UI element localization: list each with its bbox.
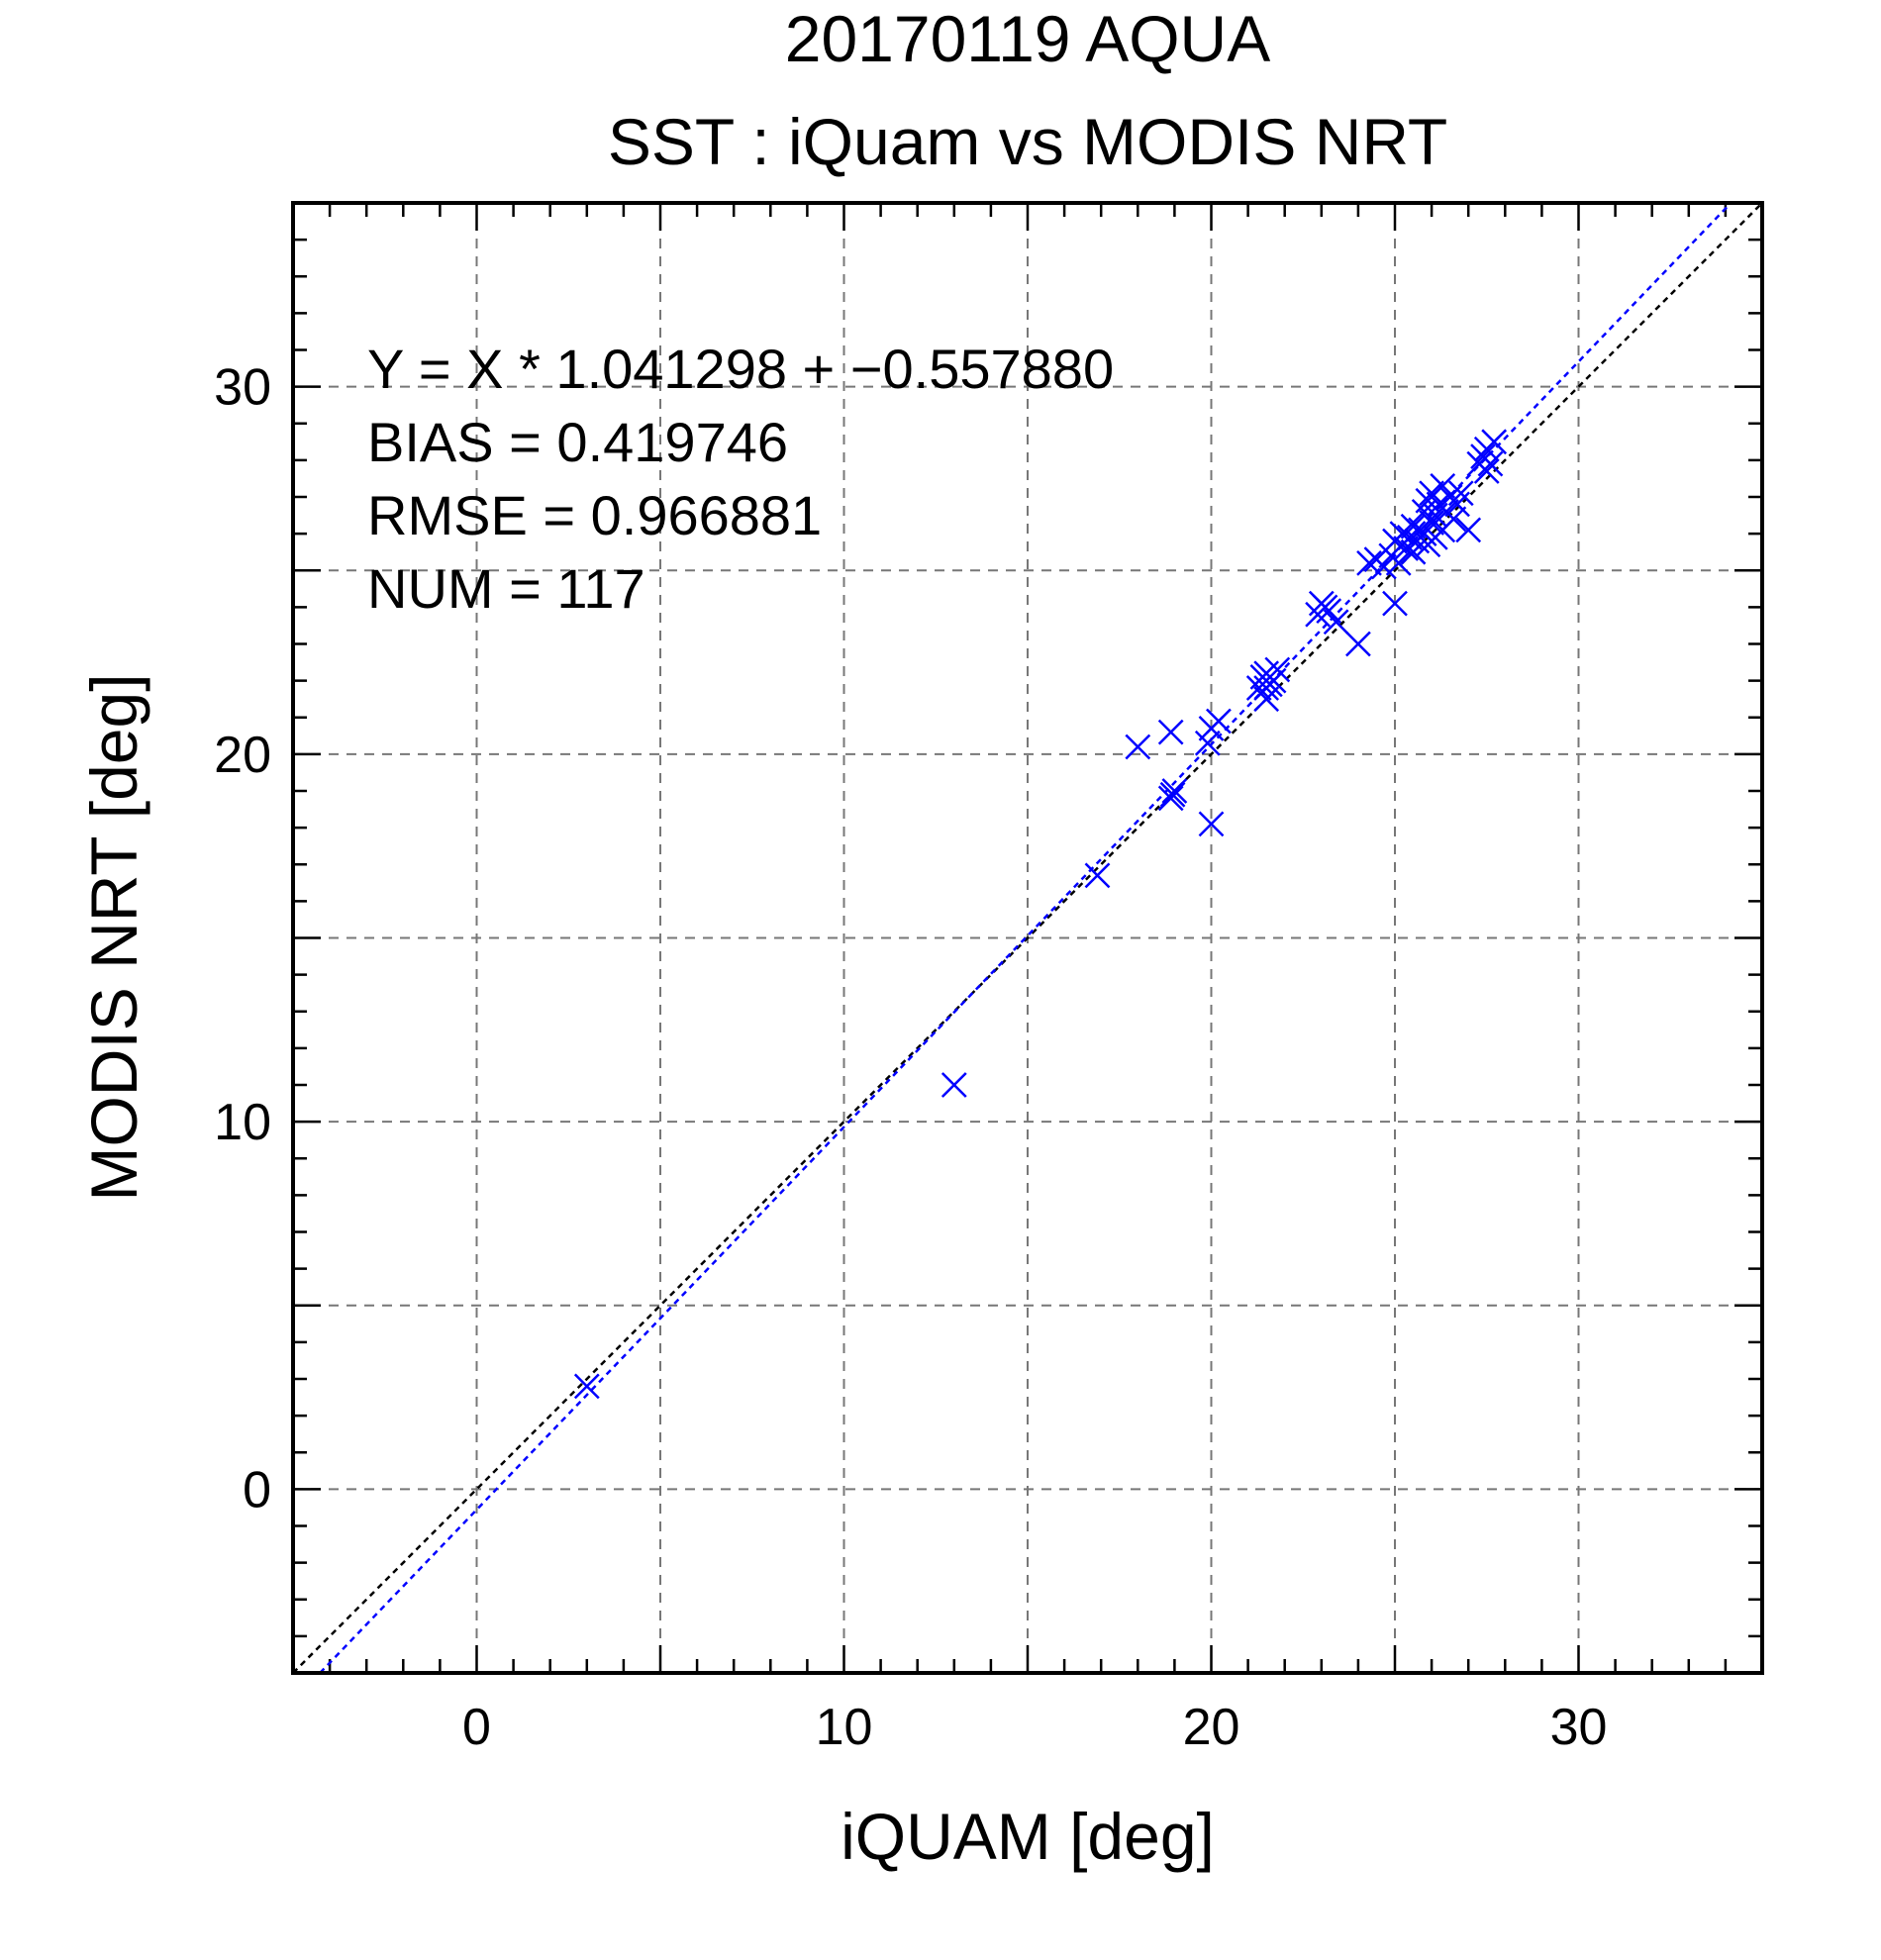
- data-point-x-icon: [1198, 811, 1225, 837]
- data-point-stroke: [1194, 730, 1221, 756]
- data-point-x-icon: [1253, 686, 1280, 713]
- y-tick-label: 30: [214, 359, 271, 417]
- data-point-stroke: [1323, 609, 1349, 636]
- data-point-stroke: [1481, 429, 1508, 455]
- one-to-one-line: [292, 202, 1763, 1674]
- data-point-stroke: [1389, 521, 1416, 547]
- data-point-stroke: [1477, 450, 1504, 477]
- data-point-stroke: [1157, 785, 1184, 812]
- data-point-x-icon: [1253, 675, 1280, 701]
- rmse-text: RMSE = 0.966881: [367, 484, 822, 546]
- data-point-x-icon: [1125, 734, 1151, 760]
- data-point-x-icon: [1084, 862, 1111, 889]
- data-point-x-icon: [1356, 549, 1382, 576]
- data-point-x-icon: [1159, 781, 1186, 808]
- x-tick-label: 10: [816, 1699, 873, 1756]
- chart-title: 20170119 AQUA: [785, 2, 1271, 75]
- data-point-stroke: [1430, 472, 1456, 499]
- data-point-stroke: [1411, 521, 1437, 547]
- data-point-x-icon: [1161, 778, 1188, 804]
- data-point-x-icon: [1157, 719, 1184, 745]
- y-tick-labels: 0 10 20 30: [214, 359, 271, 1519]
- data-point-stroke: [1356, 549, 1382, 576]
- data-point-stroke: [1159, 781, 1186, 808]
- data-point-x-icon: [1440, 506, 1467, 533]
- reference-lines: [292, 202, 1763, 1674]
- data-point-stroke: [1419, 510, 1444, 536]
- data-points: [573, 429, 1508, 1400]
- data-point-x-icon: [1385, 549, 1412, 576]
- data-point-x-icon: [573, 1373, 600, 1400]
- data-point-x-icon: [1264, 656, 1291, 683]
- data-point-x-icon: [1194, 730, 1221, 756]
- data-point-stroke: [1440, 506, 1467, 533]
- y-tick-label: 10: [214, 1094, 271, 1151]
- x-tick-label: 20: [1183, 1699, 1240, 1756]
- fit-equation-text: Y = X * 1.041298 + −0.557880: [367, 338, 1114, 400]
- num-text: NUM = 117: [367, 557, 645, 620]
- data-point-stroke: [940, 1072, 967, 1098]
- data-point-stroke: [1400, 513, 1427, 539]
- data-point-stroke: [1253, 686, 1280, 713]
- data-point-stroke: [1161, 778, 1188, 804]
- data-point-x-icon: [1419, 510, 1444, 536]
- data-point-x-icon: [1157, 785, 1184, 812]
- x-tick-labels: 0 10 20 30: [462, 1699, 1607, 1756]
- data-point-stroke: [1198, 811, 1225, 837]
- regression-fit-line: [319, 202, 1732, 1674]
- data-point-x-icon: [1430, 472, 1456, 499]
- data-point-stroke: [1084, 862, 1111, 889]
- data-point-stroke: [1125, 734, 1151, 760]
- data-point-stroke: [1447, 480, 1474, 507]
- data-point-stroke: [573, 1373, 600, 1400]
- data-point-stroke: [1370, 553, 1397, 580]
- data-point-x-icon: [1447, 480, 1474, 507]
- data-point-stroke: [1345, 631, 1371, 657]
- data-point-x-icon: [1477, 450, 1504, 477]
- chart-subtitle: SST : iQuam vs MODIS NRT: [608, 105, 1447, 178]
- data-point-stroke: [1382, 590, 1408, 617]
- data-point-x-icon: [940, 1072, 967, 1098]
- data-point-x-icon: [1206, 708, 1232, 735]
- y-axis-label: MODIS NRT [deg]: [77, 673, 150, 1201]
- y-tick-label: 20: [214, 727, 271, 784]
- data-point-x-icon: [1370, 553, 1397, 580]
- data-point-x-icon: [1455, 517, 1482, 543]
- data-point-stroke: [1157, 719, 1184, 745]
- data-point-x-icon: [1323, 609, 1349, 636]
- x-axis-label: iQUAM [deg]: [841, 1800, 1215, 1873]
- data-point-stroke: [1253, 675, 1280, 701]
- data-point-stroke: [1308, 590, 1335, 617]
- plot-frame: [291, 201, 1764, 1675]
- x-tick-label: 30: [1550, 1699, 1608, 1756]
- data-point-stroke: [1264, 656, 1291, 683]
- bias-text: BIAS = 0.419746: [367, 411, 788, 473]
- data-point-stroke: [1206, 708, 1232, 735]
- data-point-x-icon: [1308, 590, 1335, 617]
- data-point-x-icon: [1382, 590, 1408, 617]
- data-point-x-icon: [1473, 458, 1500, 484]
- data-point-x-icon: [1345, 631, 1371, 657]
- data-point-stroke: [1473, 458, 1500, 484]
- data-point-stroke: [1455, 517, 1482, 543]
- data-point-stroke: [1385, 549, 1412, 576]
- data-point-x-icon: [1481, 429, 1508, 455]
- y-tick-label: 0: [243, 1461, 271, 1519]
- x-tick-label: 0: [462, 1699, 491, 1756]
